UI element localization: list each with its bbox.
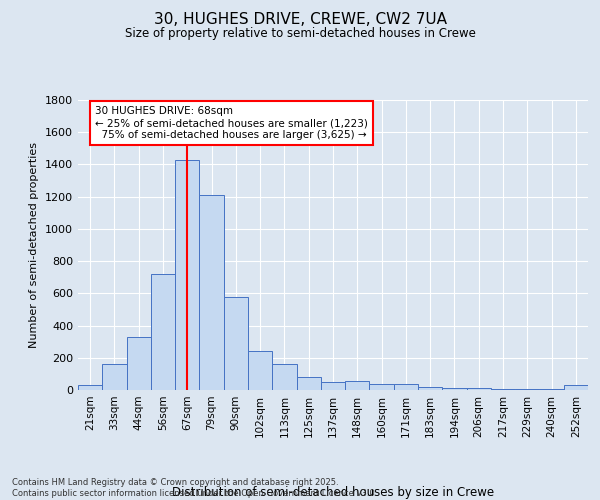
- Bar: [127, 337, 151, 390]
- Bar: [78, 385, 102, 390]
- Bar: [467, 388, 491, 390]
- Bar: [175, 160, 199, 390]
- Bar: [321, 382, 345, 390]
- Bar: [102, 364, 127, 390]
- Y-axis label: Number of semi-detached properties: Number of semi-detached properties: [29, 142, 40, 348]
- Bar: [296, 377, 321, 390]
- Bar: [248, 352, 272, 390]
- Bar: [442, 388, 467, 390]
- Bar: [370, 384, 394, 390]
- Bar: [418, 387, 442, 390]
- X-axis label: Distribution of semi-detached houses by size in Crewe: Distribution of semi-detached houses by …: [172, 486, 494, 498]
- Text: 30 HUGHES DRIVE: 68sqm
← 25% of semi-detached houses are smaller (1,223)
  75% o: 30 HUGHES DRIVE: 68sqm ← 25% of semi-det…: [95, 106, 368, 140]
- Text: Size of property relative to semi-detached houses in Crewe: Size of property relative to semi-detach…: [125, 28, 475, 40]
- Bar: [345, 381, 370, 390]
- Text: Contains HM Land Registry data © Crown copyright and database right 2025.
Contai: Contains HM Land Registry data © Crown c…: [12, 478, 377, 498]
- Text: 30, HUGHES DRIVE, CREWE, CW2 7UA: 30, HUGHES DRIVE, CREWE, CW2 7UA: [154, 12, 446, 28]
- Bar: [564, 385, 588, 390]
- Bar: [515, 389, 539, 390]
- Bar: [224, 298, 248, 390]
- Bar: [199, 195, 224, 390]
- Bar: [491, 389, 515, 390]
- Bar: [151, 274, 175, 390]
- Bar: [272, 364, 296, 390]
- Bar: [539, 389, 564, 390]
- Bar: [394, 384, 418, 390]
